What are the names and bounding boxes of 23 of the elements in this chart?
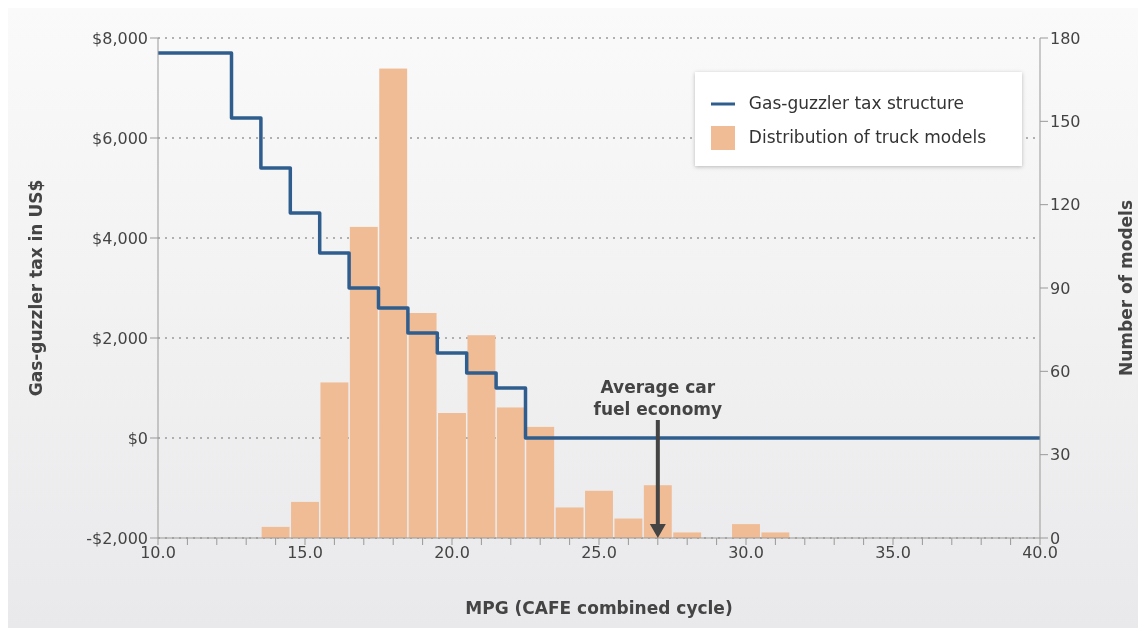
y-tick-label: $2,000 bbox=[92, 328, 148, 348]
y2-tick-label: 60 bbox=[1050, 362, 1071, 382]
x-axis-title: MPG (CAFE combined cycle) bbox=[465, 598, 733, 618]
y-tick-label: $4,000 bbox=[92, 228, 148, 248]
x-tick-label: 35.0 bbox=[875, 543, 911, 563]
y2-tick-label: 90 bbox=[1050, 278, 1071, 298]
y-axis-title: Gas-guzzler tax in US$ bbox=[26, 179, 47, 397]
x-tick-label: 15.0 bbox=[287, 543, 323, 563]
y-tick-label: $6,000 bbox=[92, 128, 148, 148]
legend-label: Distribution of truck models bbox=[748, 127, 986, 147]
annotation: Average car fuel economy bbox=[593, 377, 723, 419]
x-tick-label: 30.0 bbox=[728, 543, 764, 563]
y-tick-label: $0 bbox=[127, 428, 148, 448]
y2-tick-label: 150 bbox=[1050, 112, 1081, 132]
y2-tick-label: 30 bbox=[1050, 445, 1071, 465]
x-tick-label: 25.0 bbox=[581, 543, 617, 563]
y2-tick-label: 120 bbox=[1050, 195, 1081, 215]
x-tick-label: 40.0 bbox=[1022, 543, 1058, 563]
y-tick-label: $8,000 bbox=[92, 28, 148, 48]
x-tick-label: 20.0 bbox=[434, 543, 470, 563]
legend-label: Gas-guzzler tax structure bbox=[748, 93, 965, 113]
y2-axis-title: Number of models bbox=[1116, 199, 1137, 377]
y2-tick-label: 180 bbox=[1050, 28, 1081, 48]
